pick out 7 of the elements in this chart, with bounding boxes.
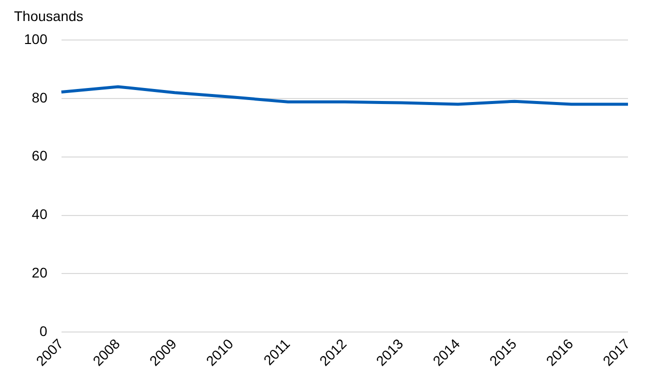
y-tick-label: 40: [32, 206, 48, 222]
y-tick-label: 60: [32, 148, 48, 164]
y-tick-label: 100: [24, 30, 48, 47]
y-tick-label: 80: [32, 89, 48, 106]
y-tick-label: 0: [40, 322, 48, 339]
y-tick-label: 20: [32, 264, 48, 281]
y-axis-title: Thousands: [14, 8, 84, 24]
